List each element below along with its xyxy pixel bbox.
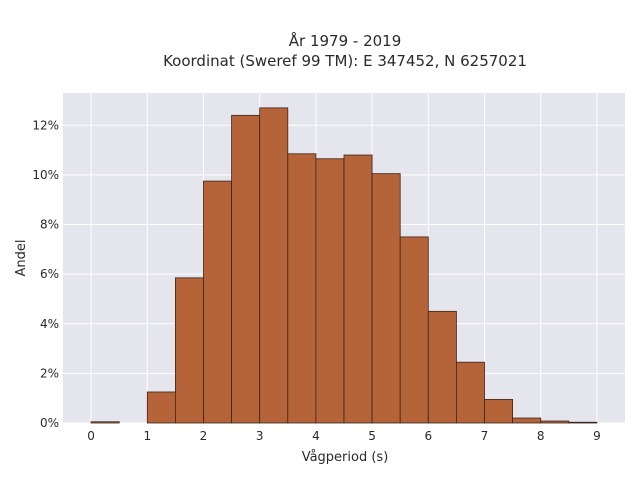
histogram-bar <box>399 236 429 424</box>
x-tick-label: 1 <box>143 429 151 443</box>
x-axis-ticks: 0 1 2 3 4 5 6 7 8 9 <box>87 429 600 443</box>
histogram-bar <box>343 154 373 424</box>
x-tick-label: 4 <box>312 429 320 443</box>
chart-title: År 1979 - 2019 <box>289 31 402 50</box>
x-tick-label: 3 <box>256 429 264 443</box>
y-axis-ticks: 0% 2% 4% 6% 8% 10% 12% <box>32 118 59 430</box>
histogram-bar <box>371 173 401 424</box>
y-tick-label: 8% <box>40 218 59 232</box>
bars <box>90 107 598 424</box>
x-tick-label: 9 <box>593 429 601 443</box>
histogram-bar <box>427 310 457 424</box>
histogram-bar <box>540 420 570 424</box>
x-tick-label: 5 <box>368 429 376 443</box>
x-tick-label: 7 <box>481 429 489 443</box>
histogram-bar <box>231 114 261 424</box>
histogram-bar <box>512 417 542 424</box>
histogram-bar <box>315 158 345 424</box>
chart-subtitle: Koordinat (Sweref 99 TM): E 347452, N 62… <box>163 52 527 70</box>
y-tick-label: 0% <box>40 416 59 430</box>
histogram-bar <box>287 153 317 424</box>
x-tick-label: 2 <box>200 429 208 443</box>
histogram-bar <box>146 391 176 424</box>
y-tick-label: 4% <box>40 317 59 331</box>
y-axis-label: Andel <box>14 240 29 277</box>
y-tick-label: 6% <box>40 267 59 281</box>
histogram-bar <box>568 421 598 424</box>
x-tick-label: 8 <box>537 429 545 443</box>
histogram-bar <box>484 399 514 424</box>
histogram-bar <box>90 421 120 424</box>
histogram-bar <box>174 277 204 424</box>
y-tick-label: 10% <box>32 168 59 182</box>
histogram-bar <box>259 107 289 424</box>
x-tick-label: 6 <box>424 429 432 443</box>
x-axis-label: Vågperiod (s) <box>302 450 389 465</box>
histogram-bar <box>455 361 485 424</box>
y-tick-label: 12% <box>32 118 59 132</box>
x-tick-label: 0 <box>87 429 95 443</box>
y-tick-label: 2% <box>40 366 59 380</box>
histogram-bar <box>203 180 233 424</box>
